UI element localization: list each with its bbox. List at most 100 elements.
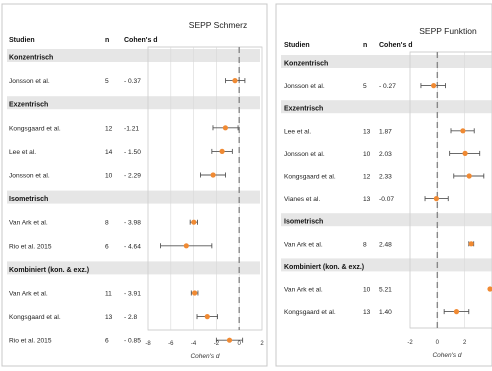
effect-point [460, 128, 466, 134]
effect-point [226, 337, 233, 343]
study-d-value: 2.33 [379, 174, 392, 181]
x-tick-label: -8 [145, 341, 151, 347]
study-d-value: - 1.50 [124, 149, 141, 156]
effect-point [183, 243, 189, 249]
study-name: Lee et al. [284, 128, 311, 135]
study-name: Jonsson et al. [284, 151, 325, 158]
study-n: 5 [105, 78, 109, 85]
study-n: 13 [363, 128, 371, 135]
group-label: Kombiniert (kon. & exz.) [284, 264, 364, 271]
study-d-value: 2.48 [379, 241, 392, 248]
group-band [7, 261, 260, 275]
study-row: Rio et al. 2015 6 - 4.64 [9, 243, 213, 250]
study-n: 12 [105, 125, 113, 132]
study-d-value: -1.21 [124, 125, 139, 132]
study-name: Rio et al. 2015 [9, 243, 52, 250]
effect-point [466, 173, 472, 179]
study-name: Jonsson et al. [9, 173, 50, 180]
study-row: Kongsgaard et al. 13 1.40 [284, 309, 470, 316]
x-tick-label: -6 [168, 341, 174, 347]
header-cohens-d: Cohen's d [379, 42, 413, 49]
effect-point [222, 125, 229, 131]
header-n: n [363, 42, 367, 49]
study-n: 10 [363, 151, 371, 158]
study-n: 13 [105, 314, 113, 321]
study-name: Vianes et al. [284, 196, 320, 203]
study-d-value: -0.07 [379, 196, 394, 203]
x-tick-label: -2 [214, 341, 220, 347]
study-n: 6 [105, 338, 109, 345]
study-d-value: - 0.27 [379, 83, 396, 90]
study-n: 14 [105, 149, 113, 156]
study-name: Jonsson et al. [284, 83, 325, 90]
effect-point [453, 309, 460, 315]
group-band [7, 49, 260, 62]
study-d-value: 2.03 [379, 151, 392, 158]
study-name: Rio et al. 2015 [9, 338, 52, 345]
study-n: 10 [363, 287, 371, 294]
study-d-value: - 2.29 [124, 173, 141, 180]
group-label: Exzentrisch [9, 102, 48, 109]
study-name: Kongsgaard et al. [284, 309, 336, 316]
study-row: Van Ark et al. 11 - 3.91 [9, 290, 199, 298]
effect-point [487, 286, 492, 292]
study-n: 11 [105, 291, 112, 298]
forest-panel-1: SEPP Schmerz -8 -6 -4 -2 0 2 Cohen's d Studien n C… [1, 3, 268, 367]
group-band [7, 96, 260, 110]
study-name: Jonsson et al. [9, 78, 50, 85]
study-name: Van Ark et al. [284, 241, 323, 248]
study-name: Lee et al. [9, 149, 36, 156]
header-studien: Studien [9, 37, 35, 44]
group-band [281, 213, 492, 227]
study-n: 10 [105, 173, 113, 180]
x-tick-label: -4 [191, 341, 197, 347]
effect-point [431, 83, 437, 89]
study-row: Lee et al. 13 1.87 [284, 128, 475, 135]
study-d-value: - 3.91 [124, 291, 141, 298]
study-n: 8 [105, 220, 109, 227]
x-tick-label: 2 [260, 341, 264, 347]
effect-point [462, 150, 468, 156]
effect-point [433, 196, 439, 202]
x-axis-label: Cohen's d [432, 352, 461, 359]
study-n: 5 [363, 83, 367, 90]
group-label: Exzentrisch [284, 106, 323, 113]
study-d-value: - 0.85 [124, 338, 141, 345]
study-row: Van Ark et al. 8 2.48 [284, 241, 475, 248]
study-name: Van Ark et al. [284, 287, 323, 294]
x-tick-label: 2 [463, 340, 467, 346]
study-row: Van Ark et al. 10 5.21 [284, 286, 492, 294]
study-name: Kongsgaard et al. [9, 125, 61, 132]
study-row: Van Ark et al. 8 - 3.98 [9, 219, 198, 227]
study-n: 13 [363, 196, 371, 203]
effect-point [204, 314, 210, 320]
x-tick-label: 0 [238, 341, 242, 347]
chart-title: SEPP Funktion [419, 26, 477, 36]
header-studien: Studien [284, 42, 310, 49]
study-row: Lee et al. 14 - 1.50 [9, 148, 233, 156]
study-name: Van Ark et al. [9, 291, 48, 298]
study-row: Kongsgaard et al. 12 -1.21 [9, 125, 239, 132]
group-label: Kombiniert (kon. & exz.) [9, 267, 89, 274]
x-axis-label: Cohen's d [190, 353, 219, 360]
header-n: n [105, 37, 109, 44]
group-label: Konzentrisch [9, 55, 53, 62]
study-row: Jonsson et al. 10 2.03 [284, 150, 481, 158]
study-row: Jonsson et al. 5 - 0.37 [9, 78, 246, 85]
group-label: Isometrisch [9, 196, 48, 203]
study-d-value: 1.40 [379, 309, 392, 316]
study-row: Jonsson et al. 10 - 2.29 [9, 172, 226, 180]
group-band [281, 258, 492, 272]
study-row: Rio et al. 2015 6 - 0.85 [9, 337, 244, 345]
study-n: 12 [363, 174, 371, 181]
study-name: Van Ark et al. [9, 220, 48, 227]
study-d-value: - 4.64 [124, 243, 141, 250]
group-band [281, 55, 492, 68]
study-d-value: - 0.37 [124, 78, 141, 85]
study-row: Jonsson et al. 5 - 0.27 [284, 83, 446, 90]
study-row: Kongsgaard et al. 13 - 2.8 [9, 314, 218, 321]
study-d-value: - 3.98 [124, 220, 141, 227]
chart-title: SEPP Schmerz [189, 20, 247, 30]
